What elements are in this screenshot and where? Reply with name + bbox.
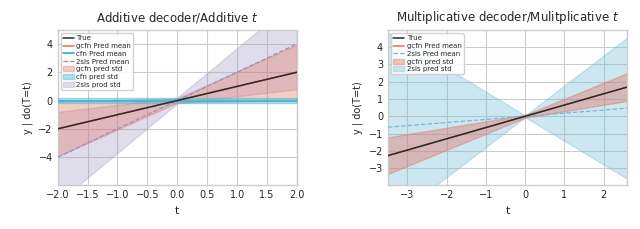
X-axis label: t: t [175, 206, 179, 216]
X-axis label: t: t [506, 206, 509, 216]
Title: Additive decoder/Additive $t$: Additive decoder/Additive $t$ [96, 10, 259, 25]
Legend: True, gcfn Pred mean, 2sls Pred mean, gcfn pred std, 2sls pred std: True, gcfn Pred mean, 2sls Pred mean, gc… [391, 33, 463, 74]
Legend: True, gcfn Pred mean, cfn Pred mean, 2sls Pred mean, gcfn pred std, cfn pred std: True, gcfn Pred mean, cfn Pred mean, 2sl… [61, 33, 133, 90]
Y-axis label: y | do(T=t): y | do(T=t) [22, 81, 33, 134]
Title: Multiplicative decoder/Mulitplicative $t$: Multiplicative decoder/Mulitplicative $t… [396, 9, 619, 26]
Y-axis label: y | do(T=t): y | do(T=t) [353, 81, 363, 134]
